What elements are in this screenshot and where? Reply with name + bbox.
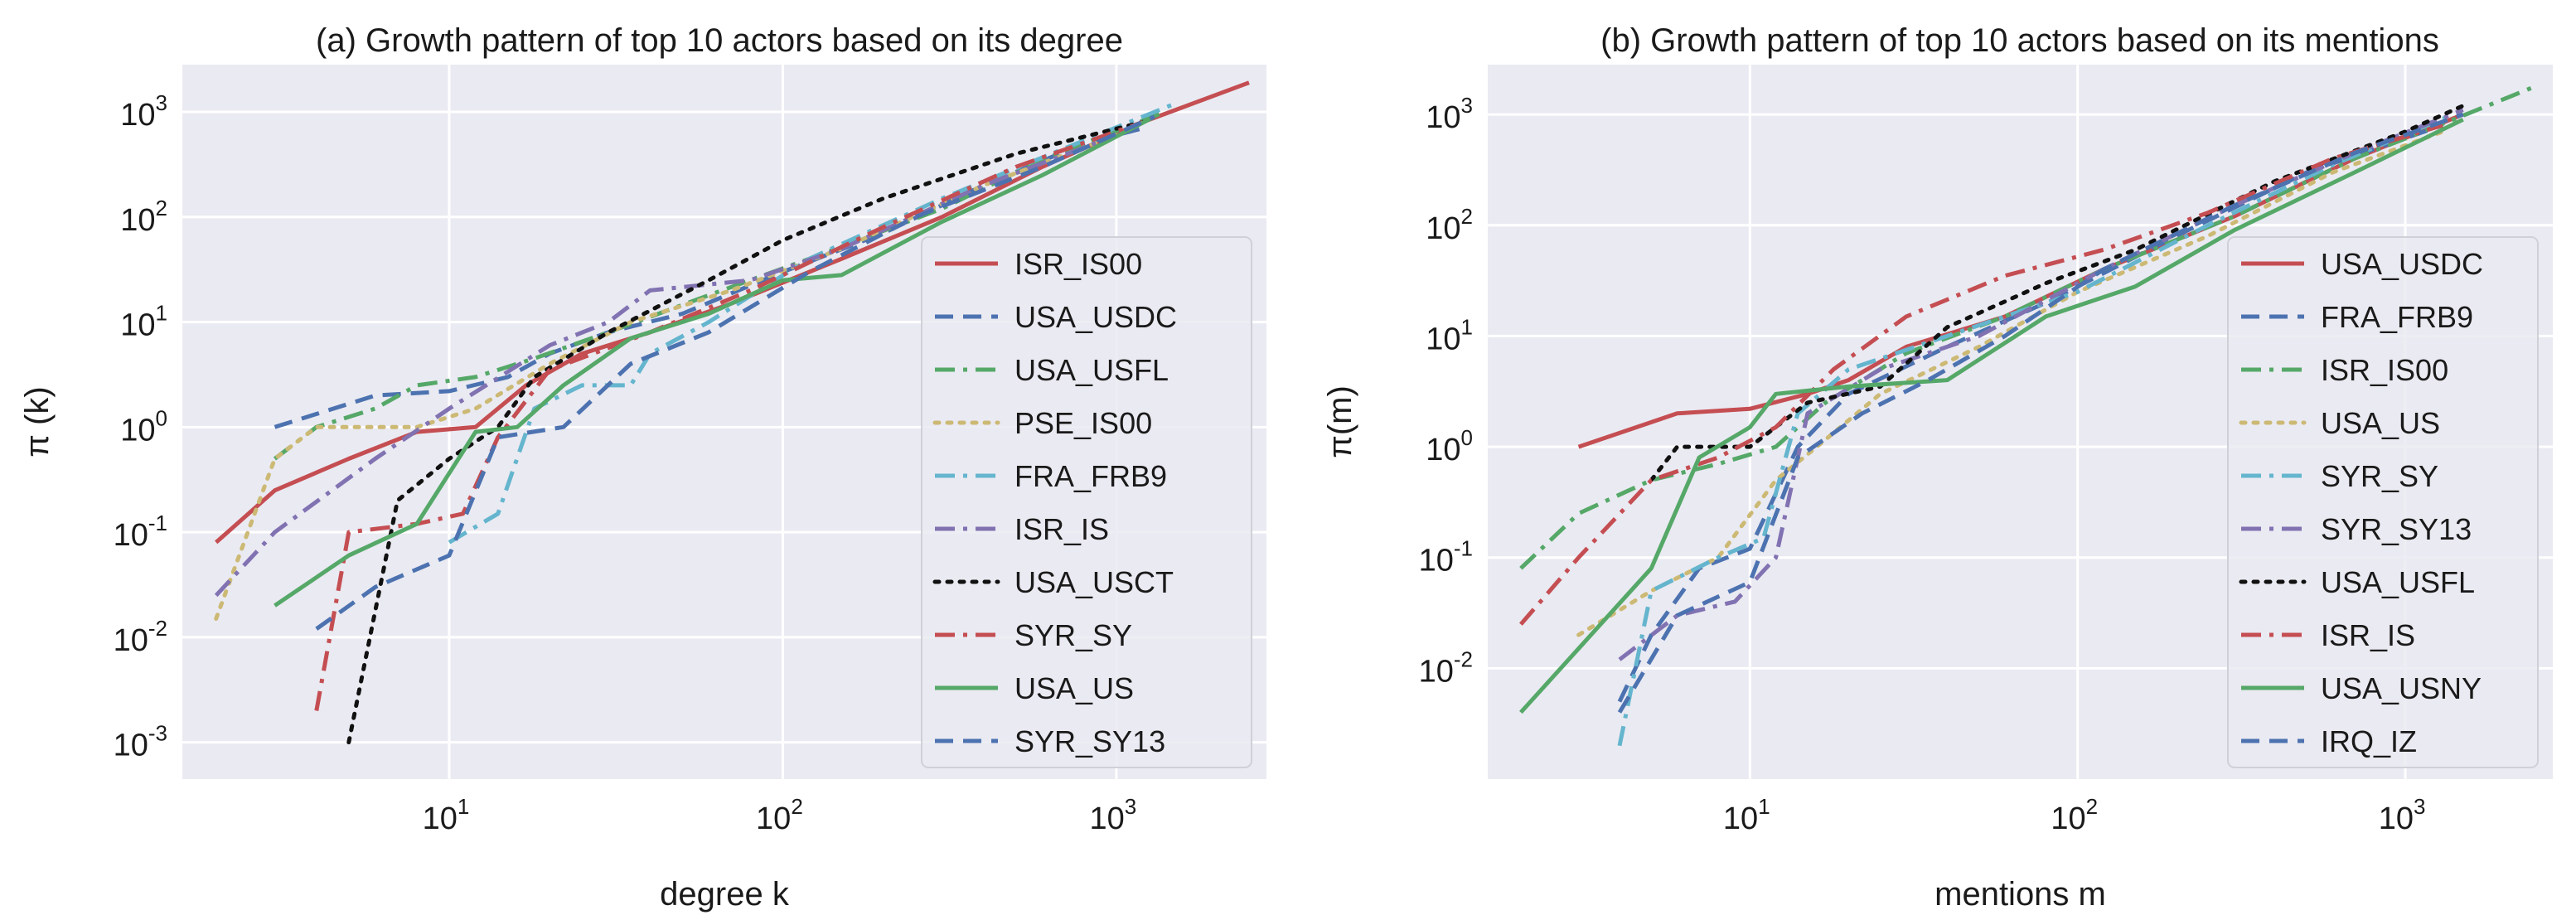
legend-label: ISR_IS — [2321, 618, 2415, 652]
y-tick-label: 100 — [120, 405, 167, 448]
series-line-usa-usny — [1519, 118, 2464, 714]
y-tick-label: 101 — [120, 301, 167, 343]
y-tick-label: 102 — [1426, 204, 1473, 246]
legend-label: USA_USCT — [1014, 565, 1174, 599]
y-tick-label: 10-2 — [114, 616, 167, 658]
legend-label: PSE_IS00 — [1014, 406, 1152, 440]
legend-label: SYR_SY13 — [1014, 724, 1165, 758]
legend: USA_USDC FRA_FRB9 ISR_IS00 USA_US SYR_SY SYR_… — [2227, 236, 2539, 768]
series-line-irq-iz — [1617, 112, 2464, 714]
x-tick-label: 103 — [2379, 794, 2426, 836]
legend-label: USA_US — [1014, 671, 1134, 705]
x-tick-label: 102 — [756, 794, 803, 836]
y-tick-label: 10-2 — [1419, 646, 1473, 689]
legend-label: USA_USNY — [2321, 671, 2482, 705]
legend-label: USA_USFL — [2321, 565, 2475, 599]
series-group — [214, 80, 1250, 745]
legend-label: SYR_SY — [1014, 618, 1132, 652]
x-tick-label: 103 — [1090, 794, 1137, 836]
legend-frame — [2227, 236, 2539, 768]
legend-label: USA_USDC — [1014, 300, 1177, 334]
y-tick-label: 100 — [1426, 425, 1473, 467]
series-line-usa-usdc — [1577, 112, 2464, 449]
x-tick-label: 102 — [2051, 794, 2098, 836]
legend-label: ISR_IS — [1014, 512, 1109, 546]
series-line-syr-sy13 — [315, 114, 1155, 631]
chart-title: (b) Growth pattern of top 10 actors base… — [1600, 22, 2439, 59]
legend-frame — [921, 236, 1252, 768]
chart-a: 101 102 103 10-3 10-2 10-1 100 101 102 103 (a) Gro… — [19, 22, 1266, 913]
y-tick-label: 103 — [120, 90, 167, 133]
chart-b: 101 102 103 10-2 10-1 100 101 102 103 (b) Growth … — [1322, 22, 2553, 913]
legend-label: SYR_SY13 — [2321, 512, 2472, 546]
series-line-usa-us — [274, 114, 1155, 608]
x-tick-label: 101 — [423, 794, 470, 836]
series-line-syr-sy — [1617, 112, 2454, 747]
x-axis-label: mentions m — [1934, 876, 2106, 913]
legend-label: SYR_SY — [2321, 459, 2438, 493]
y-tick-label: 10-1 — [1419, 536, 1473, 579]
series-line-isr-is — [1519, 123, 2443, 626]
legend-label: USA_USFL — [1014, 353, 1169, 387]
y-tick-label: 103 — [1426, 93, 1473, 135]
y-axis-label: π(m) — [1322, 385, 1358, 458]
series-line-isr-is — [214, 133, 1117, 598]
legend: ISR_IS00 USA_USDC USA_USFL PSE_IS00 FRA_FRB9… — [921, 236, 1252, 768]
series-line-isr-is00 — [1519, 84, 2537, 570]
legend-label: USA_USDC — [2321, 247, 2483, 281]
legend-label: FRA_FRB9 — [2321, 300, 2473, 334]
x-axis-label: degree k — [660, 876, 790, 913]
series-line-usa-usct — [346, 119, 1145, 745]
legend-label: FRA_FRB9 — [1014, 459, 1167, 493]
y-tick-label: 10-1 — [114, 511, 167, 553]
legend-label: IRQ_IZ — [2321, 724, 2417, 758]
x-tick-label: 101 — [1723, 794, 1770, 836]
legend-label: ISR_IS00 — [1014, 247, 1142, 281]
legend-label: ISR_IS00 — [2321, 353, 2448, 387]
y-tick-label: 101 — [1426, 314, 1473, 356]
series-line-syr-sy — [314, 119, 1144, 711]
y-tick-label: 102 — [120, 196, 167, 238]
y-axis-label: π (k) — [19, 386, 56, 457]
y-tick-label: 10-3 — [114, 721, 167, 763]
legend-label: USA_US — [2321, 406, 2440, 440]
series-group — [1519, 84, 2537, 747]
chart-title: (a) Growth pattern of top 10 actors base… — [316, 22, 1123, 59]
